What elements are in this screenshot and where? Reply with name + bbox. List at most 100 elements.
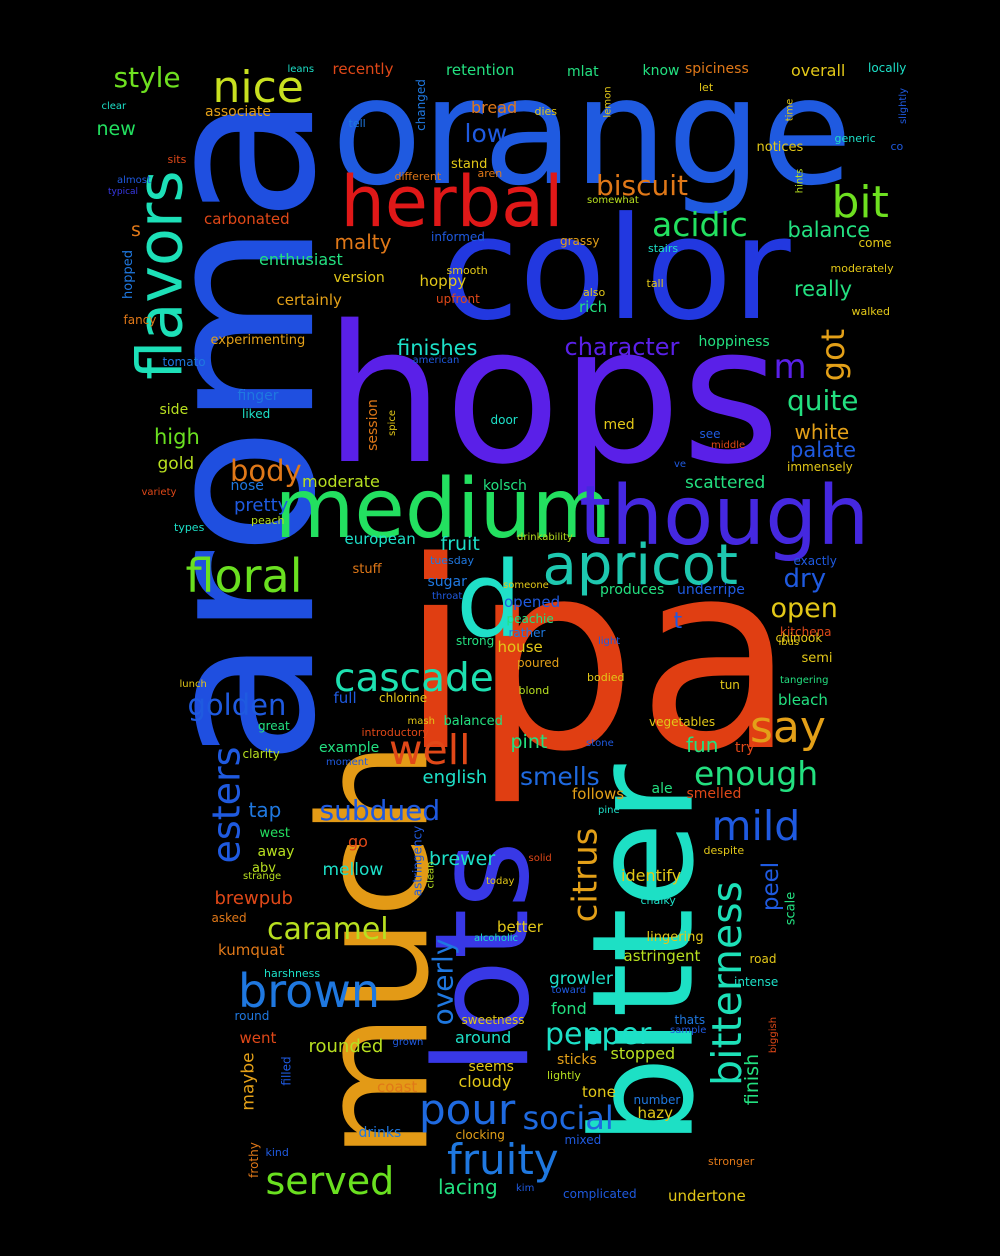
- word-astringent: astringent: [623, 946, 701, 965]
- word-chinook: chinook: [775, 631, 823, 645]
- word-pretty: pretty: [234, 495, 289, 516]
- word-kim: kim: [516, 1183, 535, 1194]
- word-coast: coast: [377, 1077, 418, 1096]
- word-time: time: [783, 98, 795, 122]
- word-peach: peach: [251, 513, 285, 527]
- word-really: really: [794, 276, 853, 301]
- word-west: west: [259, 825, 291, 841]
- word-tone: tone: [582, 1082, 616, 1101]
- word-upfront: upfront: [436, 292, 480, 306]
- word-med: med: [603, 417, 635, 433]
- word-poured: poured: [517, 656, 560, 670]
- word-tun: tun: [720, 678, 740, 692]
- word-complicated: complicated: [563, 1187, 637, 1201]
- word-come: come: [858, 236, 892, 250]
- word-sits: sits: [167, 152, 187, 166]
- word-informed: informed: [431, 230, 485, 244]
- word-clocking: clocking: [455, 1128, 505, 1142]
- word-clarity: clarity: [242, 747, 280, 761]
- word-mash: mash: [407, 716, 435, 727]
- word-undertone: undertone: [668, 1186, 746, 1205]
- word-aren: aren: [477, 166, 503, 180]
- word-character: character: [564, 333, 680, 361]
- word-lemon: lemon: [602, 86, 614, 118]
- word-fond: fond: [551, 999, 587, 1018]
- word-also: also: [583, 285, 606, 299]
- word-stairs: stairs: [648, 241, 679, 255]
- word-finish: finish: [740, 1053, 763, 1105]
- word-tell: tell: [348, 116, 366, 130]
- word-m: m: [773, 347, 807, 387]
- word-balanced: balanced: [443, 713, 503, 729]
- word-drinkability: drinkability: [517, 532, 573, 543]
- word-fruit: fruit: [440, 532, 480, 555]
- word-road: road: [749, 952, 777, 966]
- word-medium: medium: [274, 462, 612, 557]
- word-brewer: brewer: [429, 847, 496, 870]
- word-s: s: [131, 218, 141, 241]
- word-number: number: [633, 1093, 681, 1107]
- word-thats: thats: [674, 1013, 706, 1027]
- word-slightly: slightly: [898, 87, 910, 125]
- word-overall: overall: [791, 61, 846, 80]
- word-brewpub: brewpub: [214, 888, 294, 909]
- word-nice: nice: [212, 62, 304, 113]
- word-produces: produces: [600, 582, 665, 598]
- word-pint: pint: [510, 730, 548, 753]
- word-certainly: certainly: [276, 290, 342, 309]
- word-ve: ve: [674, 459, 687, 470]
- word-bread: bread: [471, 98, 518, 117]
- word-tall: tall: [646, 276, 664, 290]
- word-immensely: immensely: [787, 460, 853, 474]
- word-semi: semi: [801, 650, 833, 666]
- word-kolsch: kolsch: [483, 478, 527, 494]
- word-lacing: lacing: [438, 1175, 498, 1199]
- word-nose: nose: [230, 478, 264, 494]
- word-someone: someone: [503, 580, 549, 591]
- word-apricot: apricot: [542, 533, 738, 598]
- word-t: t: [673, 609, 683, 634]
- word-open: open: [770, 592, 838, 624]
- word-alcoholic: alcoholic: [474, 933, 519, 944]
- word-lightly: lightly: [547, 1068, 581, 1082]
- word-generic: generic: [834, 131, 876, 145]
- word-bodied: bodied: [587, 670, 625, 684]
- word-lunch: lunch: [179, 679, 207, 690]
- word-around: around: [455, 1028, 512, 1047]
- word-underripe: underripe: [677, 582, 745, 598]
- word-harshness: harshness: [264, 966, 321, 980]
- word-spiciness: spiciness: [685, 61, 749, 77]
- word-citrus: citrus: [564, 827, 605, 923]
- word-experimenting: experimenting: [210, 332, 306, 348]
- word-high: high: [154, 424, 200, 449]
- word-body: body: [230, 453, 302, 488]
- word-stopped: stopped: [610, 1044, 676, 1063]
- word-though: though: [579, 469, 870, 564]
- word-changed: changed: [413, 79, 428, 131]
- word-great: great: [258, 719, 290, 733]
- word-cloudy: cloudy: [458, 1072, 512, 1091]
- word-smells: smells: [520, 761, 600, 791]
- word-recently: recently: [332, 59, 394, 78]
- word-kumquat: kumquat: [218, 940, 285, 959]
- word-bleach: bleach: [778, 690, 828, 709]
- word-grassy: grassy: [560, 234, 600, 248]
- word-light: light: [598, 636, 621, 647]
- word-biscuit: biscuit: [596, 169, 689, 202]
- word-european: european: [344, 529, 416, 548]
- word-chlorine: chlorine: [379, 691, 428, 705]
- word-esters: esters: [203, 746, 248, 864]
- word-golden: golden: [187, 687, 287, 722]
- word-follows: follows: [572, 784, 625, 803]
- word-mild: mild: [711, 801, 801, 850]
- word-social: social: [522, 1099, 614, 1137]
- word-went: went: [239, 1028, 277, 1047]
- word-different: different: [394, 169, 442, 183]
- word-enough: enough: [694, 753, 819, 793]
- word-know: know: [642, 63, 680, 79]
- word-despite: despite: [703, 843, 745, 857]
- word-intense: intense: [734, 975, 779, 989]
- word-color: color: [441, 187, 791, 352]
- word-abv: abv: [252, 860, 276, 876]
